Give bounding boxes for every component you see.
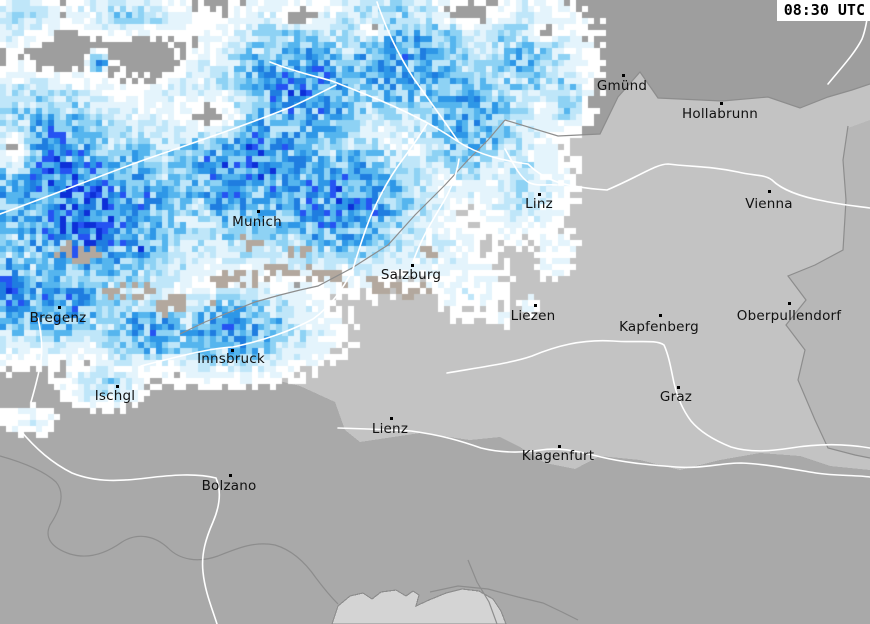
river-isar [376, 1, 459, 142]
river-salzach [412, 158, 460, 263]
river-danube [269, 61, 870, 209]
river-mur [446, 339, 870, 452]
border-slovenia-1 [467, 559, 498, 624]
river-inn-bavaria [0, 84, 337, 215]
river-drau [337, 427, 870, 478]
river-inn-innsbruck [140, 123, 428, 367]
border-slovenia-2 [429, 585, 579, 621]
country-borders [0, 71, 870, 624]
river-rhine [30, 317, 43, 403]
border-czech-austria [504, 71, 870, 137]
river-adige [19, 429, 221, 624]
border-italy-switzerland [0, 455, 339, 605]
timestamp-badge: 08:30 UTC [776, 0, 870, 21]
border-austria-hungary [785, 125, 870, 459]
border-germany-austria [179, 119, 506, 335]
river-at-linz [504, 148, 558, 186]
